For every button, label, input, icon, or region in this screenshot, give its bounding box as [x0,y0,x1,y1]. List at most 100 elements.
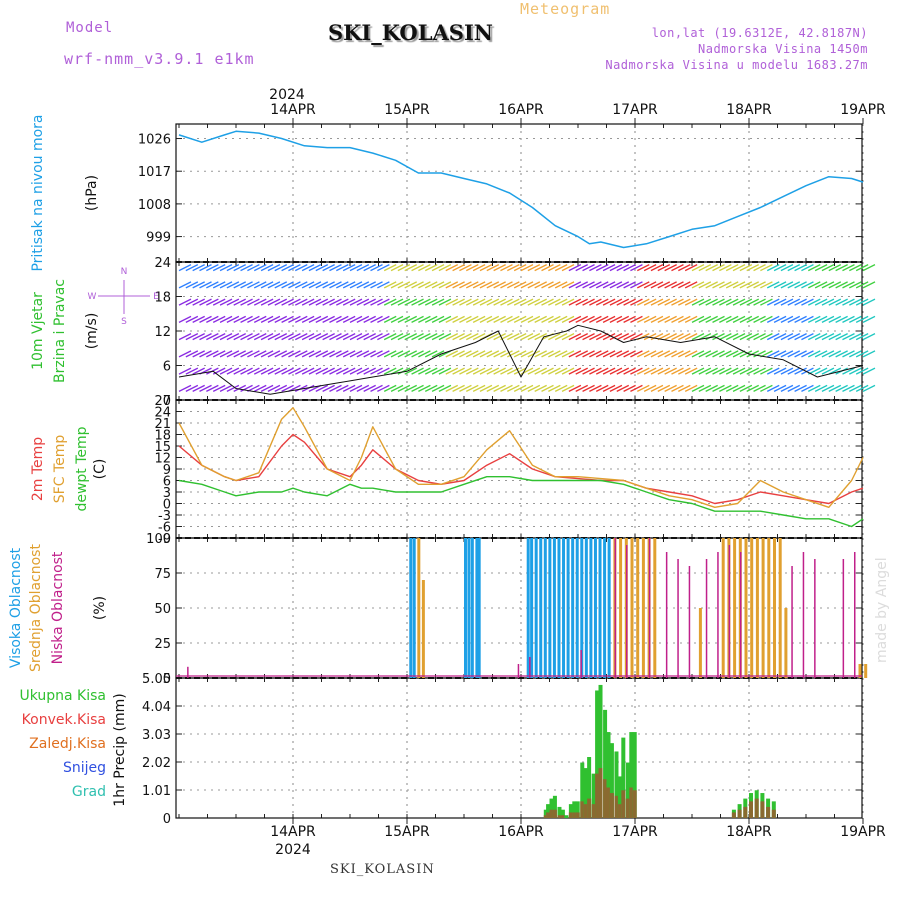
year-label-bottom: 2024 [275,842,311,858]
wind-barb [862,315,876,323]
wind-barb [465,350,479,358]
wind-barb [725,298,739,306]
wind-barb [766,315,780,323]
wind-barb [616,333,630,341]
wind-barb [424,384,438,392]
wind-barb [363,264,376,272]
wind-barb [705,367,718,375]
panel-frame [175,123,863,263]
wind-barb [595,350,609,358]
wind-barb [746,333,760,341]
wind-barb [678,281,691,289]
wind-barb [206,298,219,306]
wind-barb [561,350,575,358]
wind-barb [520,281,534,289]
wind-barb [780,333,794,341]
wind-barb [356,298,370,306]
wind-barb [753,315,766,323]
wind-barb [472,298,486,306]
cloud-bar [566,538,570,678]
convective-bar [587,798,592,818]
wind-barb [240,384,253,392]
date-label-top: 16APR [498,102,544,118]
cloud-bar [648,538,651,678]
date-label-bottom: 16APR [498,824,544,840]
wind-barb [698,367,712,375]
temp-line-0 [178,433,864,505]
wind-barb [862,367,876,375]
wind-barb [623,350,636,358]
precip-bar [564,815,569,818]
wind-barb [691,264,705,272]
wind-barb [520,333,534,341]
wind-barb [534,264,547,272]
precip-legend-0: Ukupna Kisa [19,688,106,704]
wind-barb [657,367,671,375]
wind-barb [589,281,602,289]
wind-barb [760,298,773,306]
wind-barb [308,315,322,323]
wind-barb [801,367,814,375]
wind-barb [513,384,527,392]
wind-barb [664,367,677,375]
wind-barb [828,298,842,306]
wind-barb [842,264,855,272]
wind-barb [178,367,192,375]
wind-barb [773,281,787,289]
ylabel-temp-unit: (C) [92,459,108,480]
wind-barb [253,384,267,392]
y-tick-label: 18 [154,429,171,444]
cloud-bar [802,552,805,678]
cloud-bar [842,559,845,678]
wind-barb [370,315,383,323]
wind-barb [486,367,500,375]
wind-barb [787,384,801,392]
wind-barb [342,281,356,289]
y-tick-label: 999 [146,231,171,246]
wind-barb [411,333,424,341]
wind-barb [609,350,623,358]
wind-barb [336,298,349,306]
wind-barb [342,350,356,358]
cloud-bar [614,538,617,678]
wind-barb [206,333,219,341]
wind-barb [363,333,376,341]
precip-bar [625,762,630,818]
wind-barb [315,281,329,289]
wind-barb [377,315,390,323]
watermark: made by Angel [874,557,890,663]
wind-barb [493,264,506,272]
cloud-bar [187,666,189,678]
wind-barb [363,384,376,392]
wind-barb [835,384,848,392]
convective-bar [543,815,548,818]
wind-barb [862,298,876,306]
wind-barb [541,367,554,375]
cloud-bar [755,538,759,678]
wind-barb [507,264,520,272]
wind-barb [650,281,664,289]
wind-barb [288,281,301,289]
wind-barb [534,281,547,289]
wind-barb [274,315,288,323]
wind-barb [199,281,212,289]
wind-barb [301,333,315,341]
wind-barb [253,333,267,341]
wind-barb [609,298,623,306]
wind-barb [233,264,247,272]
wind-barb [855,315,869,323]
wind-barb [240,333,253,341]
wind-barb [404,350,418,358]
wind-barb [281,333,294,341]
wind-barb [595,315,609,323]
cloud-bar [854,552,856,678]
wind-barb [397,264,411,272]
y-tick-label: 0 [163,812,171,827]
wind-barb [630,384,643,392]
wind-barb [329,333,342,341]
wind-barb [623,315,636,323]
ylabel-dewpt: dewpt Temp [74,426,90,511]
y-tick-label: 1.01 [142,784,171,799]
convective-bar [771,809,776,818]
wind-barb [178,281,192,289]
